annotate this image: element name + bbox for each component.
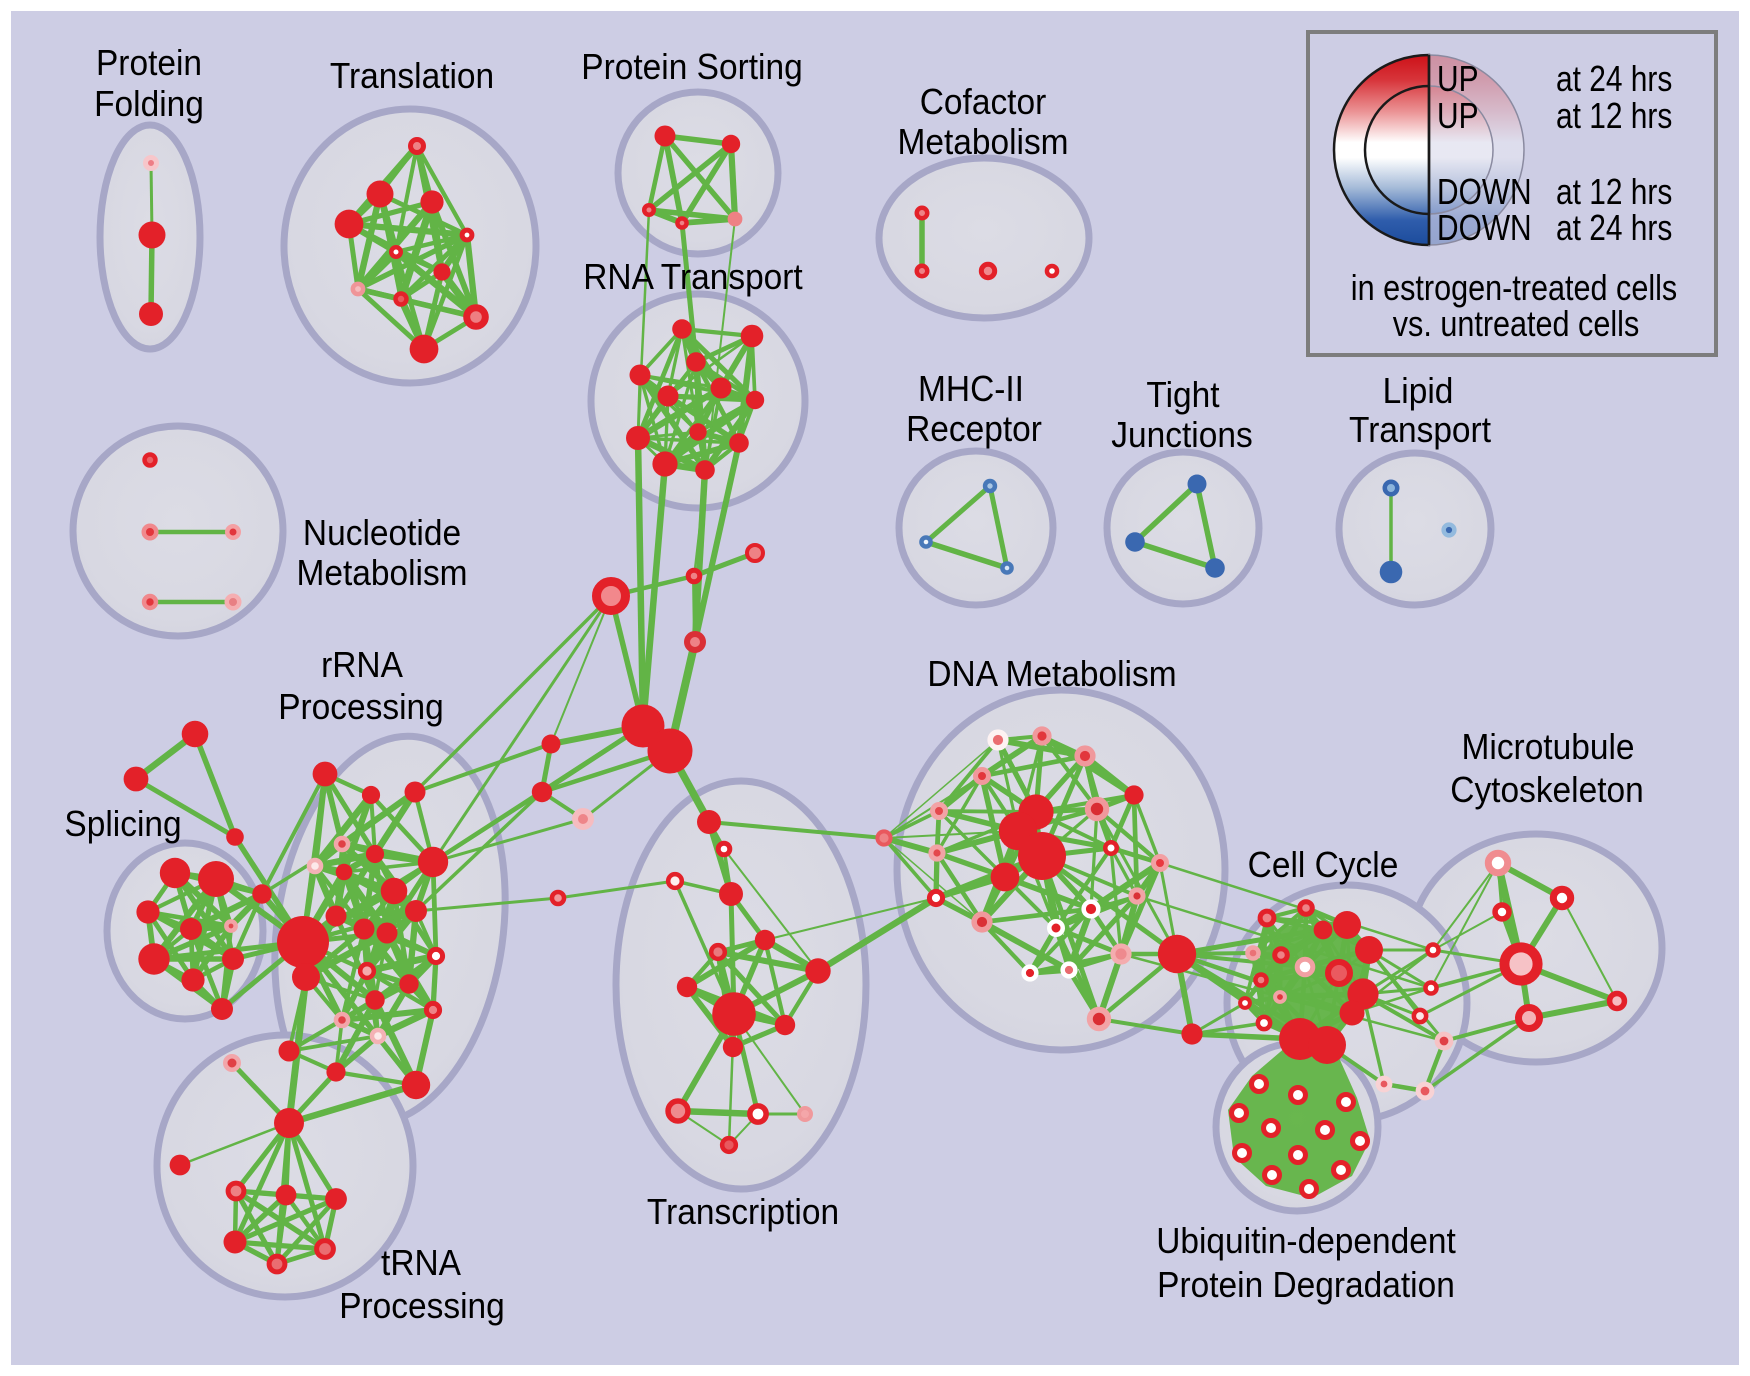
svg-text:DOWN: DOWN [1437, 172, 1532, 212]
svg-text:Cofactor: Cofactor [920, 83, 1046, 122]
svg-text:at 24 hrs: at 24 hrs [1556, 59, 1672, 99]
svg-text:DNA Metabolism: DNA Metabolism [927, 655, 1176, 694]
svg-text:at 24 hrs: at 24 hrs [1556, 208, 1672, 248]
svg-text:UP: UP [1437, 96, 1479, 136]
svg-text:Lipid: Lipid [1383, 372, 1454, 411]
svg-text:Junctions: Junctions [1111, 416, 1252, 455]
svg-text:Metabolism: Metabolism [296, 554, 467, 593]
svg-text:Folding: Folding [94, 85, 204, 124]
svg-text:Tight: Tight [1146, 376, 1219, 415]
svg-text:Metabolism: Metabolism [897, 123, 1068, 162]
svg-text:Splicing: Splicing [64, 805, 181, 844]
svg-text:Processing: Processing [278, 688, 444, 727]
svg-text:Cytoskeleton: Cytoskeleton [1450, 771, 1643, 810]
svg-text:Protein Degradation: Protein Degradation [1157, 1266, 1455, 1305]
svg-text:Microtubule: Microtubule [1462, 728, 1635, 767]
svg-text:vs. untreated cells: vs. untreated cells [1393, 305, 1639, 345]
svg-text:UP: UP [1437, 59, 1479, 99]
svg-text:rRNA: rRNA [321, 646, 404, 685]
svg-text:Receptor: Receptor [906, 410, 1042, 449]
svg-text:at 12 hrs: at 12 hrs [1556, 172, 1672, 212]
svg-text:tRNA: tRNA [381, 1244, 462, 1283]
svg-text:Transport: Transport [1349, 411, 1491, 450]
svg-text:Transcription: Transcription [647, 1193, 839, 1232]
svg-text:in estrogen-treated cells: in estrogen-treated cells [1351, 269, 1677, 309]
svg-text:Ubiquitin-dependent: Ubiquitin-dependent [1156, 1222, 1456, 1261]
svg-text:Nucleotide: Nucleotide [303, 514, 461, 553]
svg-text:at 12 hrs: at 12 hrs [1556, 96, 1672, 136]
svg-text:Protein Sorting: Protein Sorting [581, 48, 802, 87]
svg-text:RNA Transport: RNA Transport [583, 258, 803, 297]
svg-text:Translation: Translation [330, 57, 494, 96]
svg-text:Cell Cycle: Cell Cycle [1248, 846, 1399, 885]
svg-text:Protein: Protein [96, 44, 202, 83]
svg-text:Processing: Processing [339, 1287, 505, 1326]
svg-text:MHC-II: MHC-II [918, 370, 1024, 409]
svg-text:DOWN: DOWN [1437, 208, 1532, 248]
